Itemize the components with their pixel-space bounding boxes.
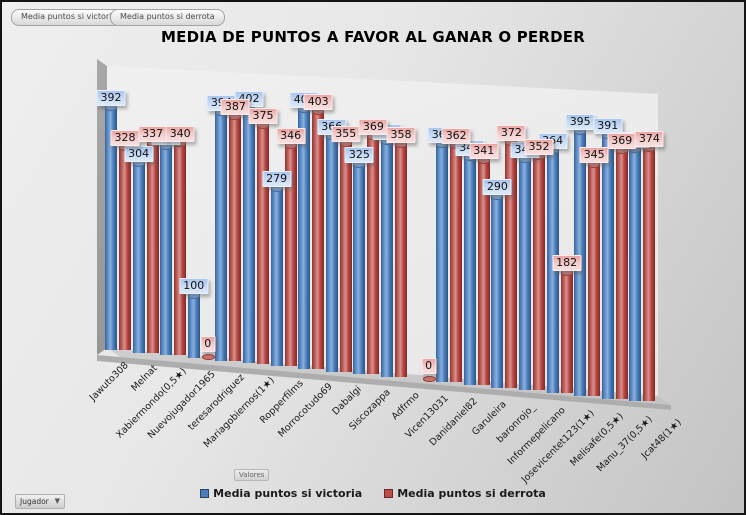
bar-derrota xyxy=(533,153,545,391)
legend-item-derrota: Media puntos si derrota xyxy=(384,487,546,500)
legend-label-victoria: Media puntos si victoria xyxy=(213,487,363,500)
bar-victoria xyxy=(298,106,311,369)
value-label-derrota: 340 xyxy=(165,125,195,142)
value-label-victoria: 304 xyxy=(124,146,154,163)
value-label-victoria: 325 xyxy=(344,147,374,164)
bar-derrota-zero xyxy=(422,375,436,382)
bar-derrota xyxy=(119,143,131,350)
bar-derrota xyxy=(284,142,297,367)
legend-swatch-derrota-icon xyxy=(384,489,394,498)
value-label-derrota: 182 xyxy=(552,254,582,271)
bar-derrota xyxy=(450,141,463,383)
bar-victoria xyxy=(629,145,642,402)
value-label-victoria: 290 xyxy=(482,178,512,195)
bar-derrota xyxy=(312,107,325,369)
value-label-derrota: 362 xyxy=(441,127,471,144)
bar-victoria xyxy=(215,108,228,361)
bar-victoria xyxy=(187,292,200,359)
field-button-derrota[interactable]: Media puntos si derrota xyxy=(110,9,225,26)
bar-derrota xyxy=(146,139,159,353)
bar-derrota xyxy=(367,132,380,375)
bar-victoria xyxy=(132,160,145,353)
value-label-derrota: 358 xyxy=(386,127,416,144)
value-label-derrota: 372 xyxy=(496,124,526,141)
bar-derrota xyxy=(588,161,601,396)
bar-victoria xyxy=(325,132,338,372)
bar-victoria xyxy=(463,154,476,386)
bar-derrota xyxy=(395,141,407,377)
value-label-derrota: 352 xyxy=(524,139,554,156)
chart-title: MEDIA DE PUNTOS A FAVOR AL GANAR O PERDE… xyxy=(161,28,585,46)
value-label-victoria: 279 xyxy=(262,171,292,188)
bar-victoria xyxy=(105,103,117,350)
value-label-derrota: 346 xyxy=(276,128,306,145)
legend-label-derrota: Media puntos si derrota xyxy=(397,487,546,500)
bar-victoria xyxy=(243,105,255,364)
bar-derrota xyxy=(339,139,352,372)
value-label-victoria: 395 xyxy=(565,113,595,130)
bar-victoria xyxy=(353,161,366,375)
bar-victoria xyxy=(160,143,173,356)
jugador-dropdown[interactable]: Jugador ▼ xyxy=(15,494,65,509)
value-label-derrota: 328 xyxy=(110,129,140,146)
bar-victoria xyxy=(546,147,559,394)
bar-victoria xyxy=(491,192,504,388)
bar-victoria xyxy=(601,132,614,399)
field-button-victoria[interactable]: Media puntos si victoria xyxy=(11,9,127,26)
jugador-dropdown-label: Jugador xyxy=(20,497,49,506)
value-label-derrota: 0 xyxy=(421,357,437,374)
bar-derrota xyxy=(477,157,490,386)
legend-swatch-victoria-icon xyxy=(200,489,210,498)
value-label-derrota: 403 xyxy=(303,93,333,110)
chevron-down-icon: ▼ xyxy=(54,497,60,505)
bar-derrota xyxy=(643,145,656,402)
bar-derrota xyxy=(615,146,628,399)
value-label-victoria: 391 xyxy=(593,118,623,135)
bar-victoria xyxy=(519,156,531,391)
legend-item-victoria: Media puntos si victoria xyxy=(200,487,362,500)
values-field-chip[interactable]: Valores xyxy=(234,469,270,481)
legend: Media puntos si victoria Media puntos si… xyxy=(2,487,744,500)
bar-derrota xyxy=(257,122,269,364)
value-label-derrota: 369 xyxy=(358,118,388,135)
bar-derrota xyxy=(560,268,573,394)
value-label-victoria: 392 xyxy=(96,89,126,106)
bar-victoria xyxy=(436,140,449,383)
bar-derrota xyxy=(229,113,242,361)
value-label-derrota: 355 xyxy=(331,125,361,142)
value-label-victoria: 100 xyxy=(179,278,209,295)
bar-victoria xyxy=(381,138,393,377)
value-label-derrota: 374 xyxy=(634,131,664,148)
bar-derrota-zero xyxy=(201,354,215,361)
value-label-derrota: 387 xyxy=(220,99,250,116)
value-label-derrota: 337 xyxy=(138,125,168,142)
value-label-derrota: 0 xyxy=(200,336,216,353)
bar-derrota xyxy=(505,138,518,388)
value-label-derrota: 345 xyxy=(579,147,609,164)
value-label-derrota: 369 xyxy=(607,132,637,149)
bar-victoria xyxy=(270,185,283,367)
bar-derrota xyxy=(174,139,187,356)
value-label-derrota: 341 xyxy=(469,143,499,160)
value-label-derrota: 375 xyxy=(248,108,278,125)
